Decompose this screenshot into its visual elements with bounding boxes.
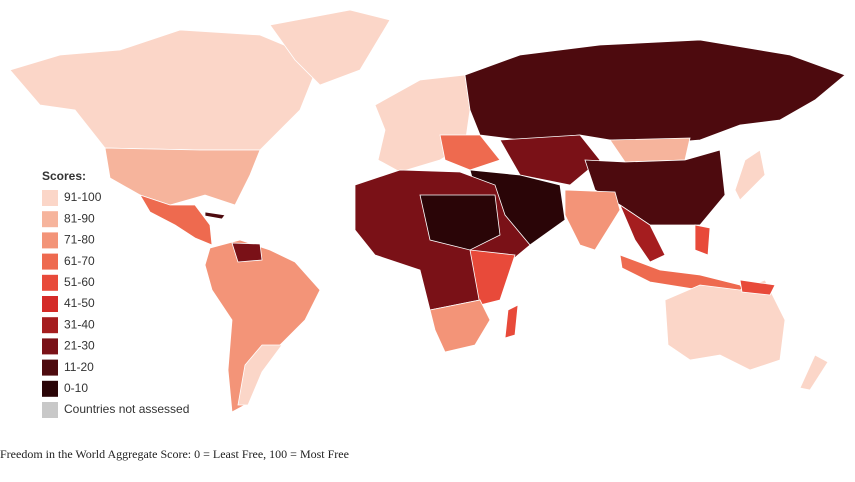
legend-swatch [42,211,58,228]
southeast-asia [619,203,666,263]
east-africa [469,249,516,306]
legend-label: 41-50 [64,296,95,310]
legend-label: 11-20 [64,360,94,374]
south-america [204,239,321,413]
australia [664,279,786,371]
legend-title: Scores: [42,169,86,183]
southern-africa [429,299,491,353]
sahel [419,194,501,251]
legend-swatch [42,380,58,397]
legend-swatch [42,338,58,355]
legend-swatch [42,232,58,249]
legend-label: 71-80 [64,233,95,247]
papua [739,279,776,296]
mexico [139,194,213,246]
southern-cone [237,344,283,406]
caption: Freedom in the World Aggregate Score: 0 … [0,447,349,461]
philippines [694,224,711,256]
legend-label: 0-10 [64,381,88,395]
legend-label: Countries not assessed [64,402,189,416]
russia [464,39,846,146]
legend-label: 31-40 [64,317,95,331]
new-zealand [799,354,829,391]
world-map [9,9,846,413]
madagascar [504,304,519,339]
legend-label: 21-30 [64,339,95,353]
legend-swatch [42,253,58,270]
japan [734,149,766,201]
legend-label: 81-90 [64,211,95,225]
legend: Scores: 91-100 81-90 71-80 61-70 51-60 41-50 3… [42,169,189,418]
central-asia [499,134,601,186]
legend-label: 51-60 [64,275,95,289]
ukraine-turkey [439,134,501,171]
legend-swatch [42,296,58,312]
india [564,189,621,251]
legend-label: 91-100 [64,190,102,204]
legend-label: 61-70 [64,254,95,268]
legend-swatch [42,402,58,418]
venezuela [231,242,263,263]
mongolia [609,137,691,163]
cuba [204,211,226,220]
indonesia [619,254,746,293]
legend-swatch [42,317,58,334]
canada [9,29,321,151]
legend-swatch [42,359,58,376]
legend-swatch [42,274,58,291]
legend-swatch [42,190,58,206]
usa [104,147,261,206]
greenland [269,9,391,86]
